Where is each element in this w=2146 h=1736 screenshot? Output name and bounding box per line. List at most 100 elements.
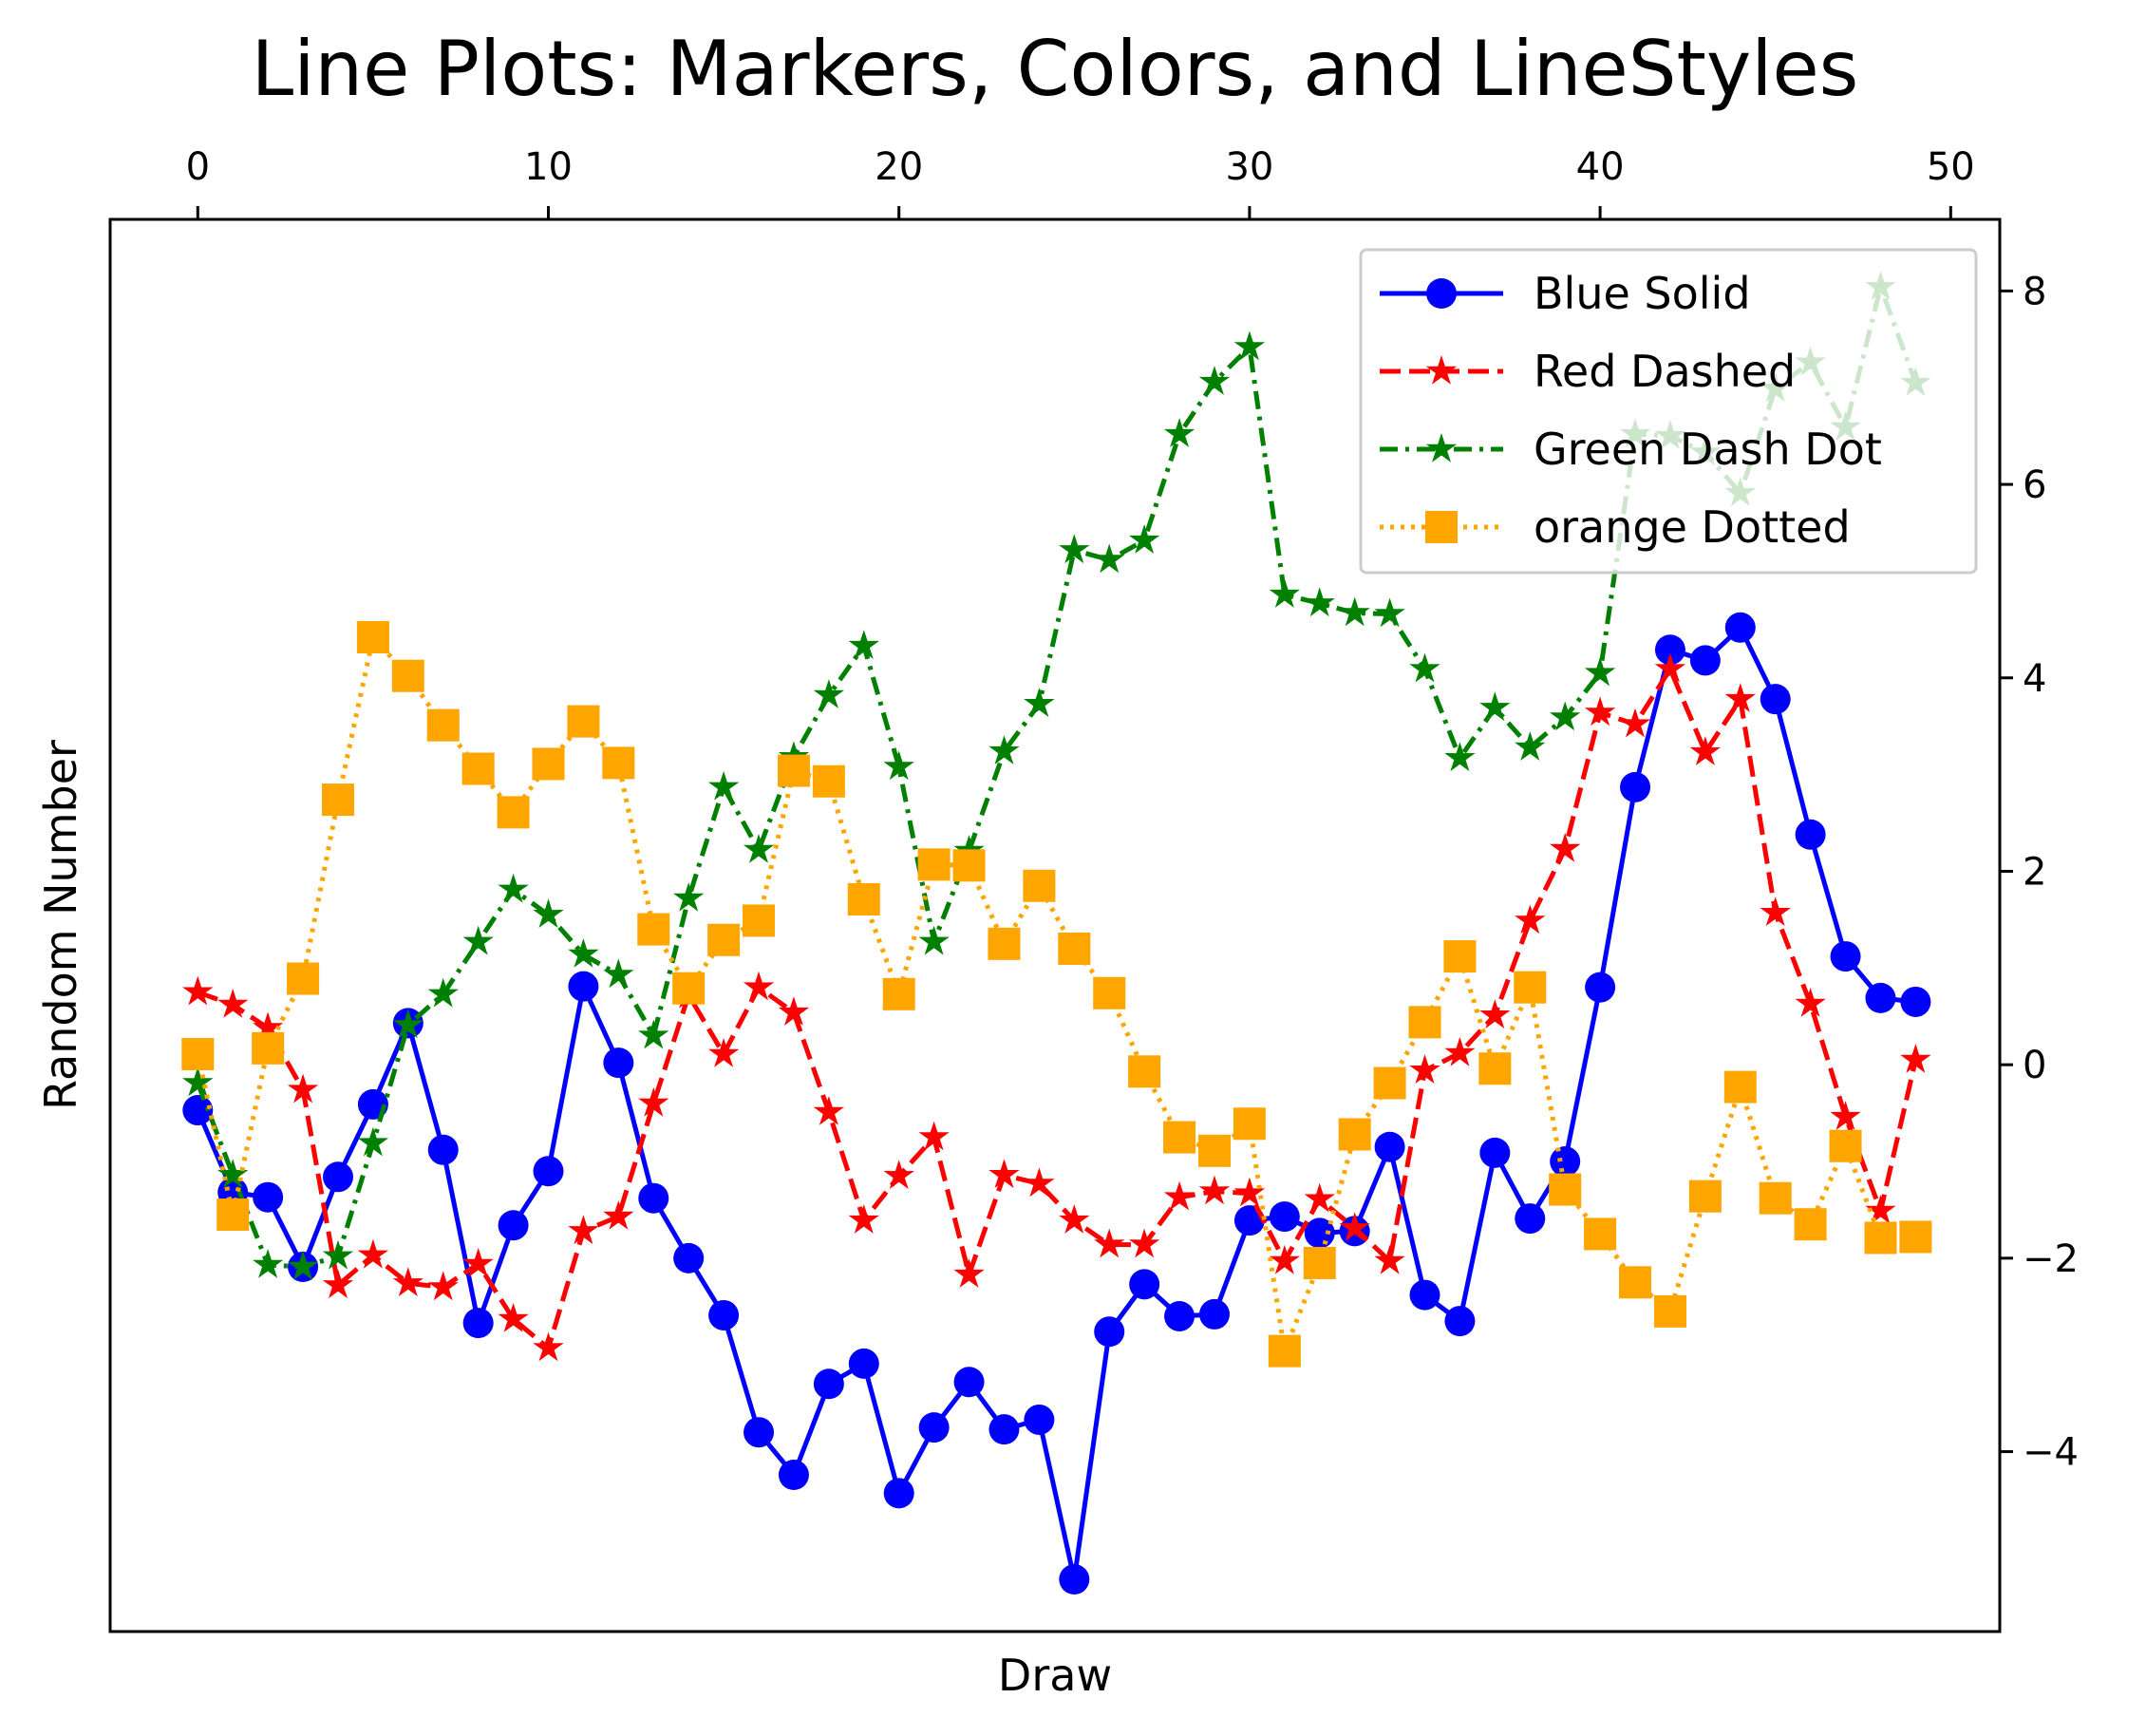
data-point [568, 971, 599, 1002]
data-point [743, 834, 775, 863]
data-point [1443, 940, 1477, 973]
data-point [356, 620, 389, 653]
data-point [497, 796, 530, 829]
data-point [462, 1308, 494, 1339]
data-point [1550, 1146, 1581, 1178]
data-point [357, 1238, 389, 1269]
legend-label: Red Dashed [1534, 346, 1796, 397]
data-point [603, 1047, 634, 1079]
data-point [1829, 1129, 1862, 1162]
data-point [1408, 1006, 1441, 1039]
data-point [1514, 971, 1547, 1004]
legend-label: Green Dash Dot [1534, 424, 1882, 475]
data-point [1198, 1298, 1230, 1330]
data-point [1269, 578, 1300, 608]
data-point [1515, 1203, 1546, 1235]
data-point [1129, 1228, 1160, 1258]
data-point [813, 1096, 844, 1125]
data-point [1233, 1177, 1266, 1207]
data-point [778, 1460, 809, 1491]
series-blue-solid [182, 612, 1931, 1595]
x-tick-label: 0 [186, 145, 210, 189]
data-point [1128, 1055, 1161, 1088]
y-axis-label: Random Number [35, 740, 86, 1110]
legend: Blue Solid Red Dashed Green Dash Dot orange… [1359, 248, 1978, 575]
data-point [1724, 683, 1756, 712]
data-point [253, 1181, 284, 1213]
data-point [1198, 1175, 1231, 1205]
data-point [777, 754, 810, 787]
series-line [197, 667, 1918, 1351]
data-point [1479, 1137, 1511, 1168]
series-orange-dotted [181, 620, 1932, 1368]
data-point [1585, 972, 1616, 1003]
data-point [568, 938, 599, 968]
data-point [287, 1251, 319, 1280]
x-tick-label: 10 [524, 145, 573, 189]
series-layer [181, 271, 1932, 1595]
data-point [253, 1249, 284, 1278]
y-tick-label: 8 [2023, 270, 2046, 313]
data-point [287, 1073, 319, 1104]
series-red-dashed [182, 652, 1931, 1362]
data-point [848, 630, 879, 659]
data-point [1409, 1279, 1440, 1311]
data-point [603, 1200, 634, 1230]
y-tick-label: 2 [2023, 850, 2046, 894]
data-point [708, 1299, 740, 1330]
data-point [848, 1204, 879, 1234]
data-point [1689, 645, 1721, 676]
data-point [1163, 1180, 1195, 1211]
x-tick-label: 20 [875, 145, 923, 189]
data-point [1549, 1173, 1582, 1206]
data-point [1374, 1244, 1405, 1274]
y-tick-label: 0 [2023, 1044, 2046, 1087]
data-point [567, 705, 600, 738]
data-point [1900, 986, 1931, 1017]
legend-label: Blue Solid [1534, 268, 1751, 319]
data-point [778, 996, 810, 1026]
legend-marker [1425, 511, 1458, 543]
data-point [883, 1478, 914, 1509]
data-point [603, 958, 634, 989]
data-point [216, 1198, 250, 1232]
data-point [813, 1368, 844, 1400]
data-point [1233, 1107, 1266, 1141]
data-point [322, 1239, 354, 1270]
data-point [182, 975, 214, 1006]
data-point [743, 904, 776, 937]
data-point [1830, 1101, 1861, 1130]
x-tick-label: 30 [1225, 145, 1273, 189]
data-point [1584, 656, 1616, 687]
data-point [1373, 1066, 1406, 1100]
data-point [813, 679, 844, 708]
data-point [533, 1331, 564, 1362]
data-point [1058, 932, 1091, 965]
data-point [1339, 1212, 1370, 1241]
y-tick-label: −4 [2023, 1431, 2079, 1475]
data-point [988, 1414, 1020, 1445]
data-point [357, 1126, 389, 1157]
data-point [1163, 1121, 1196, 1154]
x-axis-label: Draw [998, 1650, 1112, 1701]
data-point [1550, 701, 1581, 731]
data-point [1619, 708, 1651, 738]
data-point [1620, 771, 1651, 802]
chart-title: Line Plots: Markers, Colors, and LineSty… [252, 25, 1859, 113]
data-point [427, 977, 459, 1008]
data-point [883, 750, 914, 781]
data-point [1304, 587, 1335, 617]
data-point [1723, 1070, 1757, 1104]
legend-item: Red Dashed [1380, 346, 1796, 397]
data-point [882, 977, 915, 1010]
data-point [638, 1182, 669, 1214]
data-point [427, 1134, 459, 1165]
data-point [1654, 634, 1685, 666]
data-point [1303, 1246, 1336, 1279]
series-line [195, 634, 1916, 1354]
y-tick-label: 6 [2023, 463, 2046, 507]
x-tick-label: 40 [1576, 145, 1625, 189]
data-point [1059, 1564, 1090, 1595]
plot-area [108, 217, 2002, 1633]
series-line [196, 625, 1916, 1582]
